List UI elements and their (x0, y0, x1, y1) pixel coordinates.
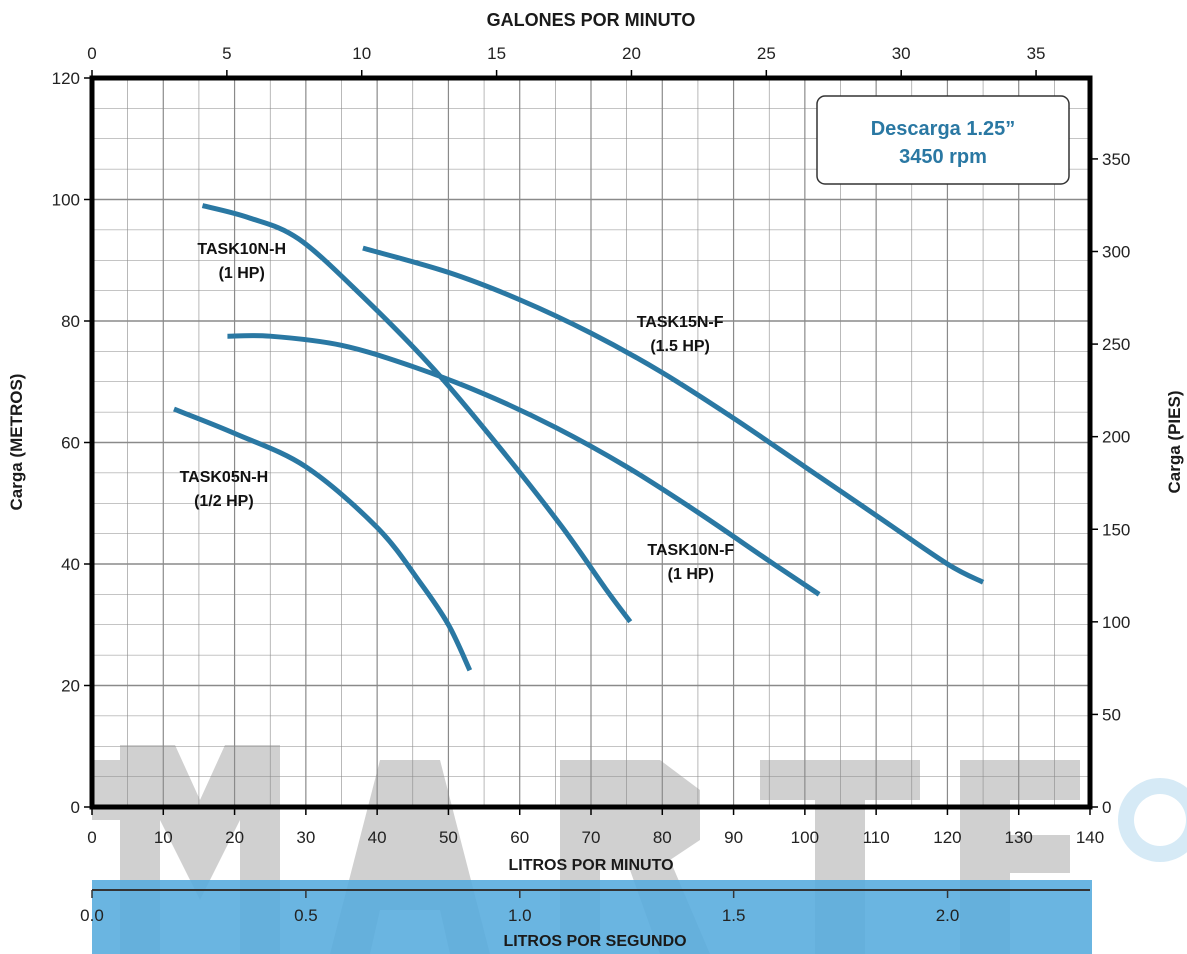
x-bottom-tick-label: 20 (225, 828, 244, 847)
series-label-0-line2: (1/2 HP) (194, 493, 254, 510)
x-bottom-tick-label: 0 (87, 828, 96, 847)
series-label-1-line1: TASK10N-H (197, 241, 286, 258)
y-axis-left-title: Carga (METROS) (7, 374, 26, 511)
y-right-tick-label: 250 (1102, 335, 1130, 354)
y-left-tick-label: 0 (71, 798, 80, 817)
y-right-tick-label: 300 (1102, 243, 1130, 262)
x-bottom-tick-label: 130 (1005, 828, 1033, 847)
series-line-0 (173, 406, 473, 672)
y-left-tick-label: 60 (61, 434, 80, 453)
x-top-tick-label: 25 (757, 44, 776, 63)
annotation-line2: 3450 rpm (899, 146, 987, 168)
y-left-tick-label: 20 (61, 677, 80, 696)
chart-grid (91, 77, 1091, 808)
x-bottom-tick-label: 140 (1076, 828, 1104, 847)
series-label-3-line2: (1.5 HP) (650, 338, 710, 355)
x-axis-bottom-ticks: 0 10 20 30 40 50 60 70 80 90 100 110 120 130 140 (87, 807, 1104, 847)
y-right-tick-label: 0 (1102, 798, 1111, 817)
y-right-tick-label: 350 (1102, 150, 1130, 169)
y-axis-right-ticks: 0 50 100 150 200 250 300 350 (1090, 150, 1130, 817)
x-top-tick-label: 0 (87, 44, 96, 63)
x-secondary-tick-label: 1.0 (508, 906, 532, 925)
y-axis-left-ticks: 0 20 40 60 80 100 120 (52, 69, 92, 817)
annotation-line1: Descarga 1.25” (871, 118, 1016, 140)
pump-curves (173, 203, 985, 672)
y-left-tick-label: 40 (61, 555, 80, 574)
x-bottom-tick-label: 120 (933, 828, 961, 847)
x-bottom-tick-label: 90 (724, 828, 743, 847)
series-label-0-line1: TASK05N-H (180, 469, 269, 486)
y-right-tick-label: 150 (1102, 520, 1130, 539)
curve-labels: TASK05N-H (1/2 HP) TASK10N-H (1 HP) TASK10N-… (180, 241, 735, 583)
x-bottom-tick-label: 110 (863, 828, 890, 847)
x-axis-secondary-ticks: 0.0 0.5 1.0 1.5 2.0 (80, 890, 959, 925)
y-right-tick-label: 50 (1102, 705, 1121, 724)
series-line-1 (201, 203, 633, 624)
series-label-3-line1: TASK15N-F (637, 314, 724, 331)
x-bottom-tick-label: 100 (791, 828, 819, 847)
y-axis-right-title: Carga (PIES) (1165, 391, 1184, 494)
x-bottom-tick-label: 30 (296, 828, 315, 847)
y-left-tick-label: 100 (52, 191, 80, 210)
y-right-tick-label: 200 (1102, 428, 1130, 447)
x-secondary-tick-label: 2.0 (936, 906, 960, 925)
y-left-tick-label: 120 (52, 69, 80, 88)
x-bottom-tick-label: 40 (368, 828, 387, 847)
x-axis-bottom-title: LITROS POR MINUTO (508, 857, 673, 874)
x-bottom-tick-label: 60 (510, 828, 529, 847)
x-top-tick-label: 35 (1027, 44, 1046, 63)
x-bottom-tick-label: 50 (439, 828, 458, 847)
series-label-2-line1: TASK10N-F (647, 542, 734, 559)
series-line-3 (362, 245, 985, 585)
x-secondary-tick-label: 0.0 (80, 906, 104, 925)
x-axis-top-ticks: 0 5 10 15 20 25 30 35 (87, 44, 1046, 78)
y-right-tick-label: 100 (1102, 613, 1130, 632)
x-bottom-tick-label: 10 (154, 828, 173, 847)
x-bottom-tick-label: 80 (653, 828, 672, 847)
x-secondary-tick-label: 0.5 (294, 906, 318, 925)
x-top-tick-label: 15 (487, 44, 506, 63)
x-axis-top-title: GALONES POR MINUTO (487, 10, 696, 30)
annotation-box: Descarga 1.25” 3450 rpm (816, 95, 1070, 185)
x-bottom-tick-label: 70 (582, 828, 601, 847)
x-top-tick-label: 10 (352, 44, 371, 63)
series-line-2 (227, 333, 821, 597)
series-label-1-line2: (1 HP) (219, 265, 265, 282)
y-left-tick-label: 80 (61, 312, 80, 331)
x-axis-secondary-title: LITROS POR SEGUNDO (503, 933, 686, 950)
x-top-tick-label: 20 (622, 44, 641, 63)
x-top-tick-label: 5 (222, 44, 231, 63)
x-top-tick-label: 30 (892, 44, 911, 63)
series-label-2-line2: (1 HP) (668, 566, 714, 583)
x-secondary-tick-label: 1.5 (722, 906, 746, 925)
